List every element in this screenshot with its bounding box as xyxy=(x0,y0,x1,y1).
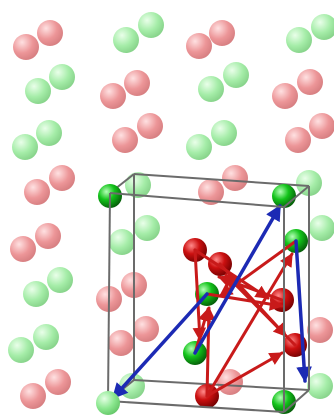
background-atom-green xyxy=(36,120,62,146)
background-atom-red xyxy=(186,33,212,59)
background-atom-green xyxy=(113,27,139,53)
background-atom-green xyxy=(223,62,249,88)
unit-cell-edge xyxy=(133,173,310,187)
background-atom-green xyxy=(25,78,51,104)
background-atom-red xyxy=(209,20,235,46)
unit-cell-edge xyxy=(133,379,310,391)
background-atom-green xyxy=(211,120,237,146)
background-atom-green xyxy=(286,27,312,53)
background-atom-red xyxy=(198,179,224,205)
background-atom-red xyxy=(45,369,71,395)
blue-arrow xyxy=(111,292,209,400)
background-atom-green xyxy=(309,215,334,241)
background-atom-red xyxy=(37,20,63,46)
red-arrow xyxy=(205,351,284,398)
background-atom-red xyxy=(35,223,61,249)
unit-cell-edge xyxy=(283,185,310,208)
background-atom-red xyxy=(13,34,39,60)
background-atom-red xyxy=(24,179,50,205)
unit-cell-edge xyxy=(283,389,310,413)
background-atom-green xyxy=(8,337,34,363)
background-atom-green xyxy=(307,373,333,399)
background-atom-green xyxy=(186,134,212,160)
unit-cell-edge xyxy=(107,400,285,413)
background-atom-green xyxy=(138,12,164,38)
background-atom-green xyxy=(12,134,38,160)
background-atom-red xyxy=(137,113,163,139)
atom-green-corner xyxy=(96,391,120,415)
background-atom-red xyxy=(133,316,159,342)
background-atom-red xyxy=(272,83,298,109)
background-atom-green xyxy=(109,229,135,255)
background-atom-red xyxy=(124,70,150,96)
red-arrow xyxy=(205,252,294,398)
background-atom-red xyxy=(20,383,46,409)
unit-cell-edge xyxy=(107,192,111,402)
background-atom-green xyxy=(198,76,224,102)
background-atom-red xyxy=(112,127,138,153)
background-atom-green xyxy=(23,281,49,307)
background-atom-red xyxy=(108,330,134,356)
atom-green xyxy=(272,184,296,208)
background-atom-red xyxy=(285,127,311,153)
blue-arrows xyxy=(111,204,312,400)
background-atom-green xyxy=(134,215,160,241)
red-arrow xyxy=(192,248,207,342)
background-atom-red xyxy=(100,83,126,109)
background-atom-green xyxy=(33,324,59,350)
background-atom-green xyxy=(125,172,151,198)
background-atom-green xyxy=(296,170,322,196)
unit-cell-front-edges xyxy=(107,185,310,413)
background-atom-red xyxy=(307,317,333,343)
background-atom-green xyxy=(311,14,334,40)
background-lattice-atoms xyxy=(8,12,334,409)
blue-arrow xyxy=(193,204,282,355)
background-atom-red xyxy=(222,165,248,191)
background-atom-red xyxy=(10,236,36,262)
blue-arrow xyxy=(294,239,312,383)
background-atom-red xyxy=(49,165,75,191)
background-atom-red xyxy=(309,113,334,139)
background-atom-green xyxy=(47,267,73,293)
background-atom-red xyxy=(297,69,323,95)
red-arrow xyxy=(201,306,216,398)
unit-cell-edge xyxy=(109,192,285,208)
background-atom-green xyxy=(49,64,75,90)
